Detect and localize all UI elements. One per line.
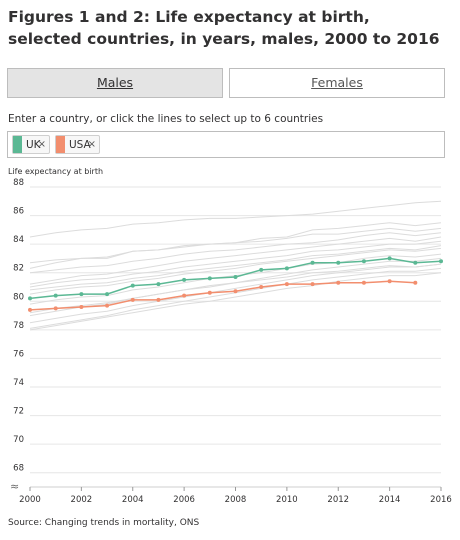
y-tick-label: 82 <box>13 264 24 274</box>
y-axis-label: Life expectancy at birth <box>8 167 103 176</box>
data-point-uk <box>387 256 392 261</box>
chip-label: USA <box>69 139 91 151</box>
x-tick-label: 2012 <box>327 495 349 505</box>
y-tick-label: 88 <box>13 178 24 188</box>
country-chip-uk[interactable]: UK × <box>12 135 50 154</box>
data-point-usa <box>28 307 32 312</box>
data-point-usa <box>387 279 392 284</box>
data-point-uk <box>182 277 187 282</box>
y-tick-label: 84 <box>13 235 24 245</box>
data-point-usa <box>207 290 212 295</box>
sex-tabs: Males Females <box>7 68 445 98</box>
page-title: Figures 1 and 2: Life expectancy at birt… <box>8 8 440 48</box>
y-tick-label: 68 <box>13 464 24 474</box>
x-tick-label: 2006 <box>173 495 195 505</box>
data-point-uk <box>28 296 32 301</box>
x-tick-label: 2004 <box>122 495 144 505</box>
background-country-line <box>29 232 442 274</box>
data-point-uk <box>233 275 238 279</box>
data-point-usa <box>53 306 58 311</box>
country-chip-usa[interactable]: USA × <box>55 135 100 154</box>
y-tick-label: 70 <box>13 435 24 445</box>
uk-swatch <box>13 136 22 153</box>
data-point-uk <box>361 259 366 264</box>
data-point-uk <box>105 292 110 297</box>
data-point-uk <box>439 259 443 264</box>
x-tick-label: 2000 <box>19 495 41 505</box>
y-tick-label: 78 <box>13 321 24 331</box>
data-point-uk <box>79 292 84 297</box>
data-point-usa <box>284 282 289 287</box>
close-icon[interactable]: × <box>87 139 96 150</box>
data-point-uk <box>310 260 315 265</box>
data-point-uk <box>207 276 212 281</box>
background-country-line <box>29 245 442 291</box>
data-point-usa <box>413 280 418 285</box>
background-country-line <box>29 272 442 331</box>
source-note: Source: Changing trends in mortality, ON… <box>8 518 200 528</box>
y-tick-label: 74 <box>13 378 24 388</box>
country-search-input[interactable]: UK × USA × <box>7 131 445 158</box>
axis-break-icon: ≈ <box>10 480 19 493</box>
data-point-usa <box>233 289 238 294</box>
background-country-line <box>29 236 442 285</box>
x-tick-label: 2010 <box>276 495 298 505</box>
y-tick-label: 72 <box>13 407 24 417</box>
data-point-usa <box>130 297 135 302</box>
country-instruction: Enter a country, or click the lines to s… <box>8 113 324 125</box>
data-point-uk <box>259 267 264 272</box>
data-point-uk <box>130 283 135 288</box>
series-line-usa <box>29 280 416 311</box>
data-point-uk <box>53 293 58 298</box>
tab-females[interactable]: Females <box>229 68 445 98</box>
data-point-uk <box>336 260 341 265</box>
x-tick-label: 2014 <box>379 495 401 505</box>
data-point-usa <box>336 280 341 285</box>
background-country-line <box>29 200 442 238</box>
close-icon[interactable]: × <box>37 139 46 150</box>
background-country-line <box>29 263 442 324</box>
chip-label: UK <box>26 139 41 151</box>
background-country-line <box>29 227 442 264</box>
data-point-usa <box>156 297 161 302</box>
data-point-usa <box>105 303 110 308</box>
background-country-line <box>29 263 442 314</box>
data-point-usa <box>79 305 84 309</box>
life-expectancy-chart: Life expectancy at birth 68 70 72 74 76 78 80 82… <box>8 167 452 505</box>
x-tick-label: 2002 <box>71 495 93 505</box>
tab-males[interactable]: Males <box>7 68 223 98</box>
x-tick-label: 2016 <box>430 495 452 505</box>
background-country-line <box>29 240 442 288</box>
y-tick-label: 76 <box>13 349 24 359</box>
data-point-usa <box>361 280 366 285</box>
data-point-usa <box>310 282 315 287</box>
background-country-line <box>29 247 442 295</box>
y-tick-label: 86 <box>13 207 24 217</box>
usa-swatch <box>56 136 65 153</box>
data-point-uk <box>413 260 418 265</box>
data-point-uk <box>284 266 289 271</box>
data-point-uk <box>156 282 161 287</box>
y-tick-label: 80 <box>13 292 24 302</box>
data-point-usa <box>182 293 187 298</box>
x-tick-label: 2008 <box>225 495 247 505</box>
data-point-usa <box>259 285 264 289</box>
